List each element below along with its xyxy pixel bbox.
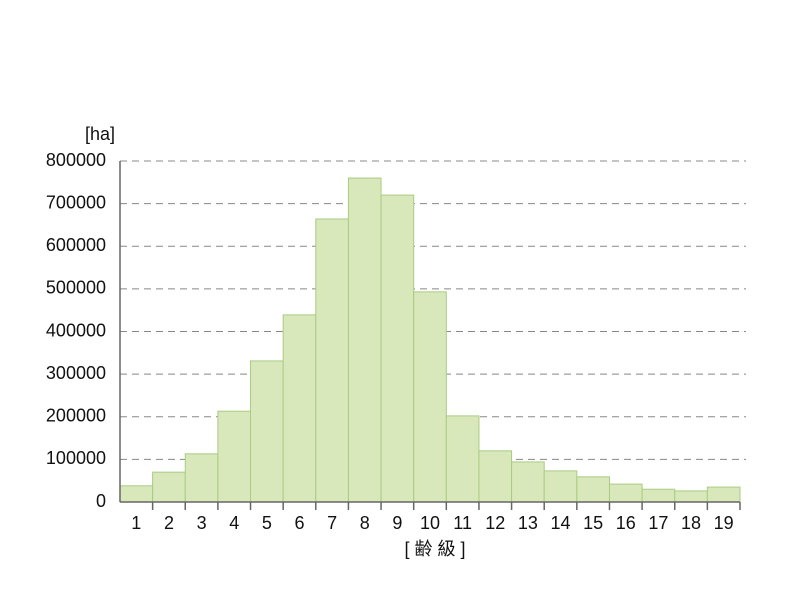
x-tick-label: 14: [551, 513, 571, 533]
x-axis-label: [ 齢 級 ]: [404, 539, 465, 559]
x-tick-label: 7: [327, 513, 337, 533]
x-tick-label: 4: [229, 513, 239, 533]
x-tick-label: 1: [131, 513, 141, 533]
bar: [674, 490, 708, 503]
y-tick-label: 100000: [46, 448, 106, 468]
x-tick-label: 17: [648, 513, 668, 533]
bar: [576, 476, 610, 503]
y-tick-label: 200000: [46, 406, 106, 426]
y-tick-label: 600000: [46, 235, 106, 255]
y-tick-label: 700000: [46, 192, 106, 212]
y-tick-label: 400000: [46, 320, 106, 340]
x-tick-label: 19: [714, 513, 734, 533]
y-axis-label: [ha]: [85, 124, 115, 144]
bar: [478, 450, 513, 503]
bar: [347, 177, 382, 503]
bar: [152, 471, 186, 503]
bar: [184, 453, 219, 503]
y-tick-label: 800000: [46, 150, 106, 170]
bar: [445, 415, 480, 503]
x-tick-label: 15: [583, 513, 603, 533]
bar: [119, 485, 154, 503]
x-tick-label: 12: [485, 513, 505, 533]
bar: [380, 194, 415, 503]
x-tick-label: 18: [681, 513, 701, 533]
x-tick-label: 6: [294, 513, 304, 533]
x-tick-label: 10: [420, 513, 440, 533]
x-tick-label: 9: [392, 513, 402, 533]
y-tick-label: 0: [96, 491, 106, 511]
x-tick-label: 11: [453, 513, 472, 533]
x-tick-label: 16: [616, 513, 636, 533]
x-tick-label: 2: [164, 513, 174, 533]
bar: [641, 488, 676, 503]
y-tick-label: 500000: [46, 278, 106, 298]
bar: [250, 360, 284, 503]
bar: [282, 314, 317, 503]
bar: [413, 291, 447, 503]
y-tick-label: 300000: [46, 363, 106, 383]
x-tick-label: 3: [197, 513, 207, 533]
bar: [543, 470, 578, 503]
bar: [511, 461, 545, 503]
bar: [315, 218, 349, 503]
bar: [608, 483, 643, 503]
x-tick-label: 13: [518, 513, 538, 533]
bar: [706, 486, 741, 503]
x-tick-label: 8: [360, 513, 370, 533]
x-tick-label: 5: [262, 513, 272, 533]
bar: [217, 410, 252, 503]
